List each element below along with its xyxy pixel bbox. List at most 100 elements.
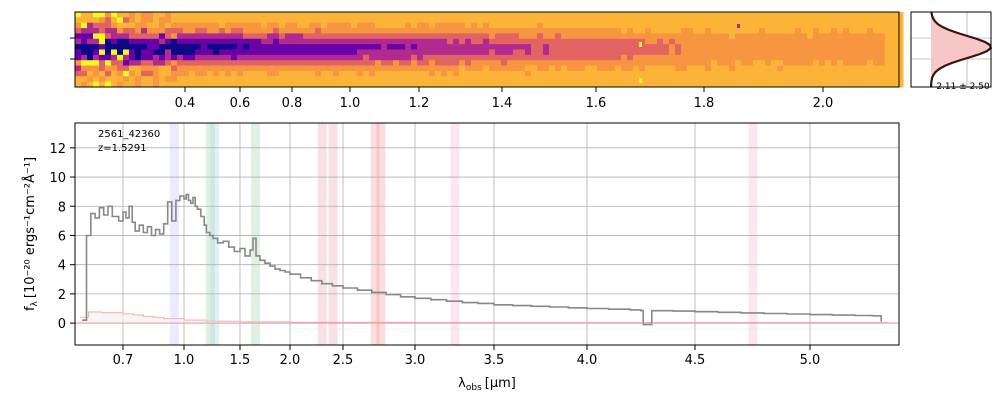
heatmap-cell (897, 76, 904, 83)
heatmap-cell (699, 81, 706, 88)
heatmap-cell (261, 22, 268, 29)
emission-line-band (169, 123, 179, 345)
heatmap-cell (123, 38, 130, 45)
heatmap-cell (807, 65, 814, 72)
heatmap-cell (159, 22, 166, 29)
heatmap-cell (891, 22, 898, 29)
heatmap-cell (615, 49, 622, 56)
heatmap-cell (195, 28, 202, 34)
heatmap-cell (579, 65, 586, 72)
heatmap-cell (741, 38, 748, 45)
heatmap-cell (759, 81, 766, 88)
heatmap-cell (327, 17, 334, 24)
heatmap-cell (387, 12, 394, 18)
heatmap-cell (627, 38, 634, 45)
heatmap-cell (681, 60, 688, 67)
heatmap-cell (321, 70, 328, 77)
heatmap-cell (621, 49, 628, 56)
heatmap-cell (579, 60, 586, 67)
heatmap-cell (585, 22, 592, 29)
heatmap-cell (219, 12, 226, 18)
heatmap-cell (273, 22, 280, 29)
heatmap-cell (207, 70, 214, 77)
heatmap-cell (183, 70, 190, 77)
heatmap-cell (615, 17, 622, 24)
heatmap-cell (765, 28, 772, 34)
heatmap-cell (591, 33, 598, 40)
heatmap-cell (489, 54, 496, 61)
heatmap-cell (525, 22, 532, 29)
heatmap-cell (399, 12, 406, 18)
heatmap-cell (327, 28, 334, 34)
heatmap-cell (261, 33, 268, 40)
heatmap-cell (231, 54, 238, 61)
heatmap-cell (507, 76, 514, 83)
heatmap-cell (279, 22, 286, 29)
heatmap-cell (675, 65, 682, 72)
heatmap-cell (363, 65, 370, 72)
heatmap-cell (105, 49, 112, 56)
heatmap-cell (813, 60, 820, 67)
heatmap-cell (333, 12, 340, 18)
heatmap-cell (723, 81, 730, 88)
heatmap-cell (231, 12, 238, 18)
heatmap-cell (693, 12, 700, 18)
heatmap-cell (297, 54, 304, 61)
error-spectrum-fill (80, 312, 888, 324)
heatmap-cell (399, 54, 406, 61)
heatmap-cell (411, 17, 418, 24)
heatmap-cell (423, 33, 430, 40)
heatmap-cell (801, 44, 808, 50)
heatmap-cell (75, 60, 82, 67)
heatmap-cell (237, 38, 244, 45)
heatmap-cell (357, 12, 364, 18)
profile-frame (910, 11, 992, 88)
heatmap-cell (393, 49, 400, 56)
heatmap-cell (819, 12, 826, 18)
heatmap-cell (531, 70, 538, 77)
heatmap-cell (621, 70, 628, 77)
heatmap-cell (189, 70, 196, 77)
heatmap-cell (237, 44, 244, 50)
heatmap-cell (783, 54, 790, 61)
heatmap-cell (855, 28, 862, 34)
heatmap-cell (405, 70, 412, 77)
heatmap-cell (591, 49, 598, 56)
heatmap-cell (681, 70, 688, 77)
heatmap-cell (591, 76, 598, 83)
heatmap-cell (747, 44, 754, 50)
heatmap-cell (813, 70, 820, 77)
heatmap-cell (711, 12, 718, 18)
heatmap-cell (213, 60, 220, 67)
heatmap-cell (585, 70, 592, 77)
heatmap-cell (669, 54, 676, 61)
heatmap-cell (219, 38, 226, 45)
heatmap-cell (297, 12, 304, 18)
heatmap-cell (417, 38, 424, 45)
heatmap-cell (399, 33, 406, 40)
heatmap-cell (231, 44, 238, 50)
heatmap-cell (297, 22, 304, 29)
heatmap-cell (345, 60, 352, 67)
heatmap-cell (111, 81, 118, 88)
heatmap-cell (285, 38, 292, 45)
heatmap-cell (447, 38, 454, 45)
heatmap-cell (423, 12, 430, 18)
heatmap-cell (897, 60, 904, 67)
heatmap-cell (837, 38, 844, 45)
x-tick-label: 0.7 (113, 353, 134, 368)
heatmap-cell (717, 12, 724, 18)
heatmap-cell (195, 76, 202, 83)
spatial-profile-panel: 2.11 ± 2.50 (910, 11, 993, 92)
heatmap-cell (381, 22, 388, 29)
heatmap-cell (705, 38, 712, 45)
heatmap-cell (777, 12, 784, 18)
heatmap-cell (207, 12, 214, 18)
heatmap-cell (873, 28, 880, 34)
heatmap-cell (705, 54, 712, 61)
heatmap-cell (873, 22, 880, 29)
heatmap-cell (465, 12, 472, 18)
heatmap-cell (297, 38, 304, 45)
heatmap-cell (255, 44, 262, 50)
heatmap-cell (879, 81, 886, 88)
